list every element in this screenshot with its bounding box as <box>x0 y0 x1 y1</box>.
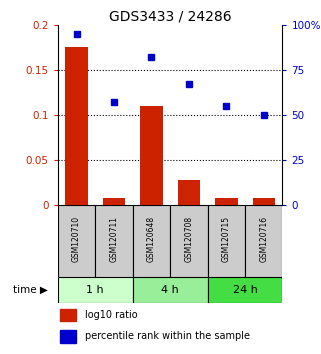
Bar <box>245 205 282 277</box>
Title: GDS3433 / 24286: GDS3433 / 24286 <box>109 10 231 24</box>
Bar <box>178 179 200 205</box>
Bar <box>95 205 133 277</box>
Bar <box>103 198 125 205</box>
Text: time ▶: time ▶ <box>13 285 48 295</box>
Bar <box>208 277 282 303</box>
Bar <box>60 309 76 321</box>
Text: log10 ratio: log10 ratio <box>85 310 137 320</box>
Text: GSM120715: GSM120715 <box>222 216 231 263</box>
Bar <box>133 277 208 303</box>
Text: GSM120708: GSM120708 <box>184 216 193 263</box>
Bar <box>58 205 95 277</box>
Text: GSM120710: GSM120710 <box>72 216 81 263</box>
Bar <box>60 330 76 343</box>
Text: 24 h: 24 h <box>233 285 257 295</box>
Text: GSM120711: GSM120711 <box>109 216 118 262</box>
Text: 4 h: 4 h <box>161 285 179 295</box>
Text: percentile rank within the sample: percentile rank within the sample <box>85 331 250 341</box>
Bar <box>65 47 88 205</box>
Text: 1 h: 1 h <box>86 285 104 295</box>
Bar <box>133 205 170 277</box>
Bar <box>170 205 208 277</box>
Bar <box>208 205 245 277</box>
Bar <box>58 277 133 303</box>
Text: GSM120716: GSM120716 <box>259 216 268 263</box>
Text: GSM120648: GSM120648 <box>147 216 156 263</box>
Bar <box>253 198 275 205</box>
Bar <box>140 106 163 205</box>
Bar <box>215 198 238 205</box>
